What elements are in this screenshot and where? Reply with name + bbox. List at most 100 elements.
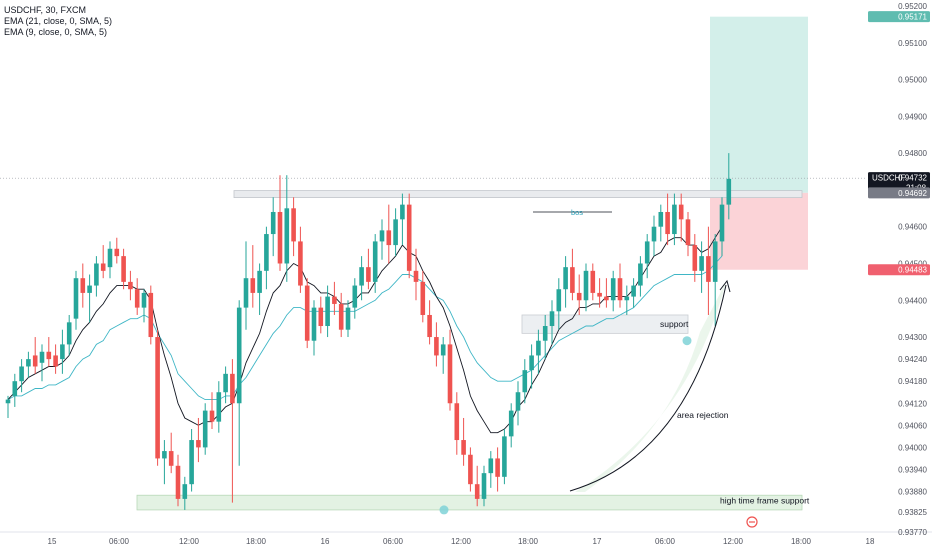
- legend-ema-fast: EMA (9, close, 0, SMA, 5): [4, 27, 108, 37]
- candle-body: [264, 234, 269, 271]
- entry-price-tag: 0.94692: [868, 187, 930, 199]
- candle: [536, 329, 541, 374]
- x-tick-label: 18:00: [791, 537, 812, 546]
- candle-body: [420, 281, 426, 315]
- candle-body: [209, 410, 215, 422]
- y-tick-label: 0.95200: [898, 2, 927, 11]
- candle-body: [665, 211, 670, 235]
- candle: [318, 296, 324, 334]
- area-rejection-label: area rejection: [677, 410, 729, 420]
- candle: [114, 237, 120, 264]
- candle: [230, 359, 235, 503]
- y-tick-label: 0.94300: [898, 333, 927, 342]
- candle-body: [461, 440, 466, 455]
- candle-body: [454, 403, 460, 441]
- candle: [624, 285, 630, 315]
- candle-body: [474, 484, 480, 499]
- candle: [311, 300, 317, 356]
- candle: [556, 278, 562, 330]
- candle-body: [243, 278, 249, 308]
- candle: [658, 204, 664, 242]
- candle: [726, 153, 732, 220]
- bos-label: bos: [571, 208, 583, 217]
- legend-symbol: USDCHF, 30, FXCM: [4, 5, 87, 15]
- candle-body: [250, 278, 256, 293]
- candle-body: [66, 322, 72, 345]
- annotations-layer: bos support high time frame support area re…: [439, 208, 810, 515]
- candle: [481, 465, 487, 507]
- candle-body: [325, 296, 330, 327]
- candle-body: [699, 256, 704, 271]
- candle-body: [712, 241, 718, 282]
- candle-body: [60, 344, 65, 360]
- candle: [66, 314, 72, 356]
- candle: [631, 278, 636, 308]
- candle: [522, 359, 528, 404]
- candle-body: [80, 278, 86, 293]
- candle: [529, 344, 534, 389]
- candle-body: [624, 296, 630, 301]
- candle-body: [114, 248, 120, 257]
- grid-layer: [0, 177, 932, 533]
- y-tick-label: 0.94000: [898, 443, 927, 452]
- symbol-tag-text: USDCHF: [872, 174, 905, 183]
- candle: [128, 270, 133, 301]
- legend-ema-slow: EMA (21, close, 0, SMA, 5): [4, 16, 113, 26]
- candle: [243, 241, 249, 330]
- candle: [73, 270, 79, 330]
- candle-body: [508, 410, 514, 437]
- candle: [304, 278, 310, 349]
- candle: [107, 241, 113, 279]
- candle-body: [393, 219, 398, 246]
- candle-body: [427, 314, 432, 338]
- y-tick-label: 0.94500: [898, 259, 927, 268]
- candle-body: [182, 484, 188, 499]
- candle-body: [5, 399, 11, 404]
- candle-body: [345, 307, 351, 330]
- candle-body: [706, 256, 711, 282]
- candle: [298, 226, 303, 293]
- x-tick-label: 16: [321, 537, 330, 546]
- candle-body: [522, 370, 528, 393]
- candle: [400, 193, 405, 246]
- candle: [216, 381, 222, 433]
- axes-layer: 0.95200 0.95100 0.95000 0.94900 0.94800 0.946…: [48, 2, 930, 546]
- loss-zone: [710, 192, 808, 270]
- candle: [277, 175, 283, 271]
- candle-body: [236, 307, 242, 404]
- candle-body: [468, 454, 473, 485]
- candle-body: [352, 285, 358, 308]
- candle: [5, 395, 11, 418]
- candle: [250, 245, 256, 308]
- candle-body: [597, 292, 602, 297]
- candle: [352, 278, 358, 319]
- y-tick-label: 0.94180: [898, 377, 927, 386]
- ema-fast-line: [7, 226, 723, 434]
- candle-body: [434, 337, 439, 356]
- y-tick-label: 0.94060: [898, 421, 927, 430]
- candle: [440, 337, 446, 374]
- candle: [325, 285, 330, 338]
- candle-body: [549, 311, 555, 327]
- candle: [617, 263, 623, 308]
- candle-body: [678, 204, 684, 220]
- candle: [60, 329, 65, 374]
- candle: [338, 292, 344, 338]
- y-tick-label: 0.94900: [898, 112, 927, 121]
- x-tick-label: 17: [593, 537, 602, 546]
- resistance-zone: [233, 190, 803, 198]
- candle-body: [481, 473, 487, 499]
- candle: [502, 429, 507, 485]
- entry-price-tag-text: 0.94692: [898, 189, 927, 198]
- candle: [461, 417, 466, 466]
- candle-body: [556, 289, 562, 312]
- candle: [570, 248, 575, 301]
- candle: [406, 193, 412, 279]
- x-tick-label: 06:00: [655, 537, 676, 546]
- candle-body: [440, 344, 446, 356]
- candle: [372, 234, 378, 293]
- candle: [162, 440, 167, 485]
- candle-body: [413, 270, 419, 282]
- candle-body: [672, 204, 677, 235]
